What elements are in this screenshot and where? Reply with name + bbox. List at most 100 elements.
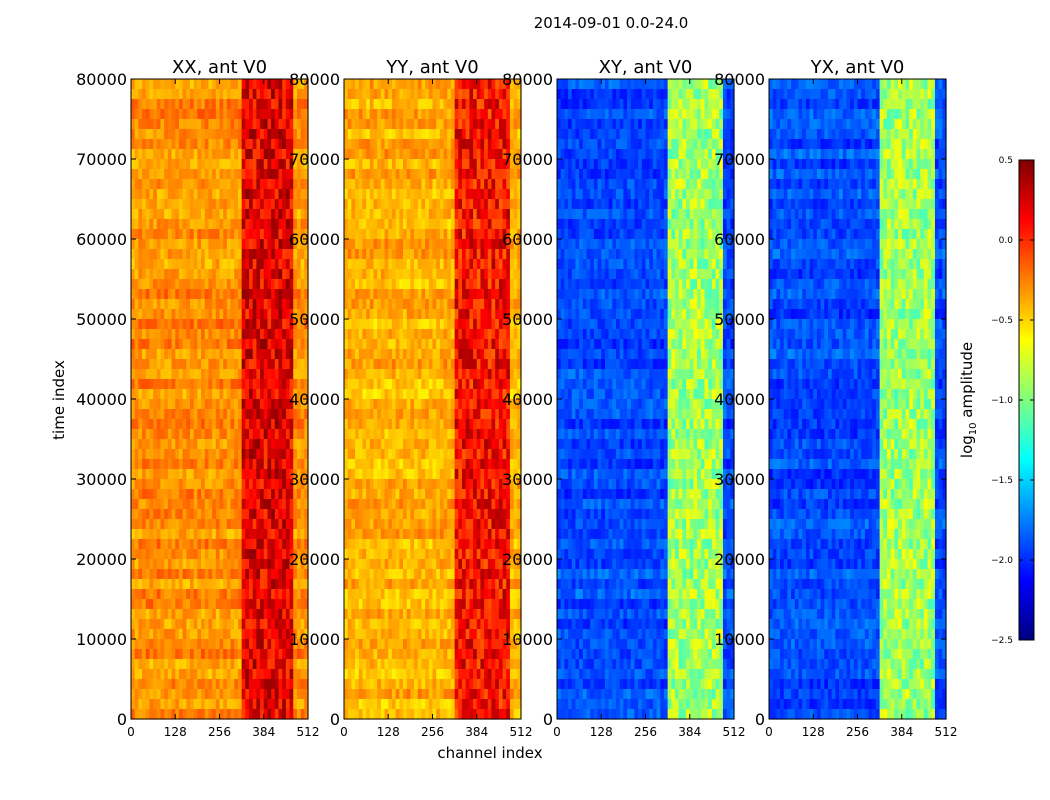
heatmap-cell	[145, 99, 151, 110]
heatmap-cell	[399, 109, 404, 120]
heatmap-cell	[282, 559, 287, 570]
heatmap-cell	[167, 519, 173, 530]
heatmap-cell	[256, 699, 261, 710]
heatmap-cell	[304, 179, 309, 190]
heatmap-cell	[156, 329, 162, 340]
heatmap-cell	[278, 589, 283, 600]
heatmap-cell	[249, 609, 254, 620]
heatmap-cell	[267, 259, 272, 270]
heatmap-cell	[410, 129, 415, 140]
heatmap-cell	[245, 449, 250, 460]
heatmap-cell	[249, 619, 254, 630]
heatmap-cell	[395, 249, 400, 260]
heatmap-cell	[134, 569, 139, 580]
heatmap-cell	[300, 529, 305, 540]
heatmap-cell	[300, 519, 305, 530]
heatmap-cell	[164, 199, 169, 210]
heatmap-cell	[260, 269, 265, 280]
heatmap-cell	[410, 439, 415, 450]
heatmap-cell	[282, 119, 287, 130]
heatmap-cell	[271, 579, 276, 590]
heatmap-cell	[241, 559, 246, 570]
heatmap-cell	[465, 399, 470, 410]
heatmap-cell	[285, 279, 291, 290]
heatmap-cell	[138, 159, 143, 170]
heatmap-cell	[469, 149, 474, 160]
heatmap-cell	[406, 249, 411, 260]
heatmap-cell	[237, 299, 243, 310]
heatmap-cell	[171, 709, 176, 720]
heatmap-cell	[186, 649, 191, 660]
heatmap-cell	[197, 89, 202, 100]
heatmap-cell	[252, 589, 257, 600]
heatmap-cell	[495, 209, 500, 220]
heatmap-cell	[388, 319, 393, 330]
heatmap-cell	[204, 479, 210, 490]
heatmap-cell	[458, 459, 463, 470]
heatmap-cell	[134, 539, 139, 550]
heatmap-cell	[267, 559, 272, 570]
heatmap-cell	[186, 239, 191, 250]
heatmap-cell	[237, 399, 243, 410]
heatmap-cell	[473, 459, 478, 470]
heatmap-cell	[223, 259, 228, 270]
heatmap-cell	[304, 529, 309, 540]
heatmap-cell	[149, 369, 154, 380]
heatmap-cell	[509, 219, 515, 230]
heatmap-cell	[473, 209, 478, 220]
heatmap-cell	[197, 229, 202, 240]
heatmap-cell	[208, 119, 213, 130]
heatmap-cell	[164, 119, 169, 130]
heatmap-cell	[388, 349, 393, 360]
heatmap-cell	[260, 479, 265, 490]
heatmap-cell	[186, 249, 191, 260]
heatmap-cell	[344, 199, 349, 210]
heatmap-cell	[502, 349, 507, 360]
heatmap-cell	[498, 239, 504, 250]
heatmap-cell	[373, 139, 378, 150]
heatmap-cell	[201, 239, 206, 250]
heatmap-cell	[164, 329, 169, 340]
heatmap-cell	[138, 629, 143, 640]
heatmap-cell	[208, 79, 213, 90]
heatmap-cell	[495, 349, 500, 360]
heatmap-cell	[410, 299, 415, 310]
heatmap-cell	[223, 399, 228, 410]
heatmap-cell	[454, 89, 459, 100]
heatmap-cell	[285, 159, 291, 170]
heatmap-cell	[351, 269, 356, 280]
heatmap-cell	[282, 189, 287, 200]
heatmap-cell	[160, 599, 165, 610]
heatmap-cell	[271, 119, 276, 130]
heatmap-cell	[428, 379, 434, 390]
heatmap-cell	[171, 239, 176, 250]
heatmap-cell	[399, 219, 404, 230]
heatmap-cell	[160, 359, 165, 370]
heatmap-cell	[454, 99, 459, 110]
heatmap-cell	[226, 589, 232, 600]
heatmap-cell	[476, 119, 482, 130]
heatmap-cell	[160, 199, 165, 210]
heatmap-cell	[362, 429, 367, 440]
heatmap-cell	[263, 359, 269, 370]
heatmap-cell	[469, 219, 474, 230]
heatmap-cell	[454, 329, 459, 340]
heatmap-cell	[293, 609, 298, 620]
heatmap-cell	[142, 589, 147, 600]
heatmap-cell	[245, 239, 250, 250]
heatmap-cell	[249, 119, 254, 130]
heatmap-cell	[403, 379, 408, 390]
heatmap-cell	[344, 119, 349, 130]
heatmap-cell	[355, 139, 360, 150]
heatmap-cell	[293, 239, 298, 250]
heatmap-cell	[380, 349, 386, 360]
heatmap-cell	[131, 569, 136, 580]
heatmap-cell	[358, 139, 364, 150]
heatmap-cell	[358, 199, 364, 210]
heatmap-cell	[230, 509, 235, 520]
heatmap-cell	[160, 349, 165, 360]
heatmap-cell	[175, 489, 180, 500]
heatmap-cell	[285, 569, 291, 580]
heatmap-cell	[167, 269, 173, 280]
heatmap-cell	[462, 319, 467, 330]
